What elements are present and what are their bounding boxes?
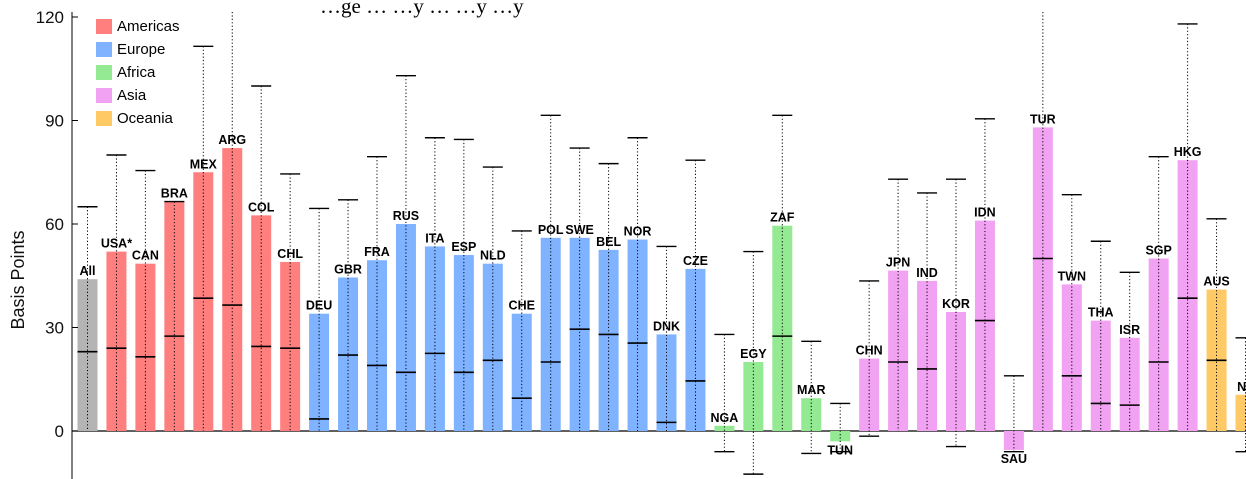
bar-swe — [569, 237, 590, 431]
legend-swatch-asia — [96, 88, 112, 103]
bar-label: SGP — [1145, 244, 1171, 258]
bar-label: COL — [248, 200, 275, 214]
bar-label: HKG — [1174, 145, 1202, 159]
bar-egy — [743, 362, 764, 431]
legend: Americas Europe Africa Asia Oceania — [96, 18, 180, 127]
bar-label: ZAF — [770, 211, 795, 225]
bar-label: ESP — [451, 240, 476, 254]
bar-chn — [859, 358, 880, 431]
y-tick-label: 0 — [55, 422, 64, 441]
bar-label: CHL — [277, 247, 303, 261]
bar-cze — [685, 268, 706, 431]
bar-label: JPN — [886, 256, 910, 270]
bar-label: ARG — [218, 133, 246, 147]
bar-label: EGY — [740, 347, 767, 361]
bar-label: MAR — [797, 383, 825, 397]
bar-label: TWN — [1058, 269, 1086, 283]
y-axis-title: Basis Points — [8, 230, 28, 329]
bar-label: KOR — [942, 297, 970, 311]
legend-label-oceania: Oceania — [117, 110, 174, 127]
bar-idn — [974, 220, 995, 431]
bar-label: All — [80, 264, 96, 278]
bar-label: MEX — [190, 157, 218, 171]
bar-all — [77, 279, 98, 431]
bar-isr — [1119, 337, 1140, 431]
bar-label: NLD — [480, 249, 506, 263]
bar-hkg — [1177, 160, 1198, 432]
bar-kor — [946, 311, 966, 431]
bar-label: CAN — [132, 249, 159, 263]
legend-swatch-oceania — [96, 111, 112, 126]
y-tick-label: 90 — [45, 112, 64, 131]
bar-label: SAU — [1001, 452, 1027, 466]
legend-label-americas: Americas — [117, 18, 180, 35]
bar-jpn — [888, 270, 909, 431]
bar-label: CHE — [509, 299, 535, 313]
bar-label: FRA — [364, 245, 390, 259]
bar-label: BRA — [161, 187, 188, 201]
bar-label: BEL — [596, 235, 621, 249]
bar-ind — [917, 280, 938, 431]
bar-label: IDN — [974, 206, 996, 220]
bar-chl — [280, 261, 301, 431]
bar-tur — [1032, 127, 1053, 432]
bar-label: GBR — [334, 262, 362, 276]
bar-label: TUR — [1030, 112, 1056, 126]
bar-mar — [801, 398, 822, 431]
bar-label: NOR — [624, 225, 652, 239]
y-tick-label: 30 — [45, 319, 64, 338]
bar-label: USA* — [101, 237, 132, 251]
bar-esp — [453, 255, 474, 431]
bar-label: ISR — [1119, 323, 1140, 337]
bar-tun — [830, 431, 851, 442]
bar-fra — [367, 260, 387, 431]
chart-title: …ge … …y … …y …y — [320, 0, 524, 18]
bar-label: IND — [916, 266, 938, 280]
legend-label-africa: Africa — [117, 64, 156, 81]
bar-label: AUS — [1203, 275, 1229, 289]
bar-nga — [714, 425, 735, 431]
bar-zaf — [772, 225, 793, 431]
bar-label: NZ — [1237, 380, 1246, 394]
bar-label: DNK — [653, 319, 680, 333]
y-tick-label: 60 — [45, 215, 64, 234]
legend-label-asia: Asia — [117, 87, 147, 104]
legend-swatch-americas — [96, 19, 112, 34]
bar-label: RUS — [393, 209, 419, 223]
bar-pol — [540, 237, 561, 431]
bar-label: NGA — [711, 411, 739, 425]
bar-label: POL — [538, 223, 564, 237]
bar-nz — [1235, 394, 1246, 431]
y-axis: 0 30 60 90 120 — [36, 8, 78, 479]
legend-swatch-europe — [96, 42, 112, 57]
y-tick-label: 120 — [36, 8, 64, 27]
legend-label-europe: Europe — [117, 41, 165, 58]
bar-che — [511, 313, 532, 431]
bar-twn — [1061, 284, 1082, 431]
bar-label: TUN — [827, 443, 853, 457]
bar-label: CZE — [683, 254, 708, 268]
bar-label: DEU — [306, 299, 332, 313]
bar-label: ITA — [425, 231, 444, 245]
bar-bra — [164, 201, 185, 431]
bar-col — [251, 215, 272, 431]
bar-gbr — [338, 277, 359, 431]
bar-label: THA — [1088, 306, 1114, 320]
bar-usa — [106, 251, 127, 431]
bar-label: CHN — [856, 344, 883, 358]
bar-arg — [222, 148, 243, 431]
legend-swatch-africa — [96, 65, 112, 80]
bar-label: SWE — [565, 223, 593, 237]
